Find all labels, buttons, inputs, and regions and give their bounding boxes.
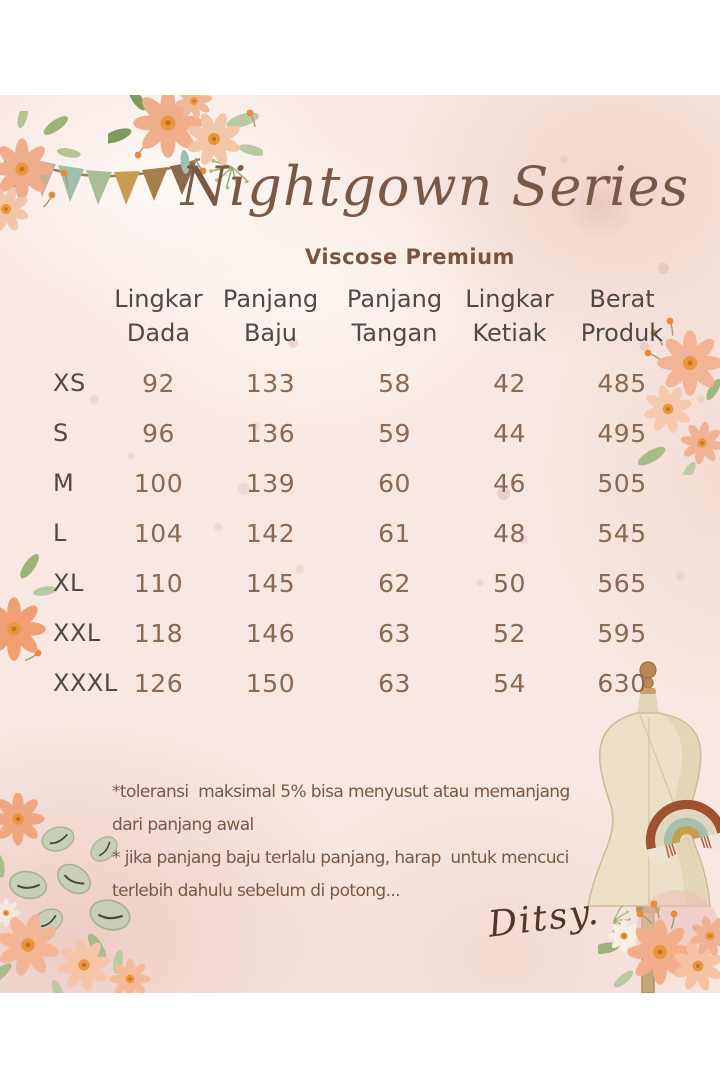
measurement-value: 505: [597, 468, 647, 498]
measurement-value: 60: [378, 468, 411, 498]
column-header: Lingkar Ketiak: [465, 285, 554, 347]
footnotes: *toleransi maksimal 5% bisa menyusut ata…: [112, 776, 570, 908]
size-label: S: [53, 419, 69, 447]
size-row: L 104 142 61 48 545: [40, 508, 680, 558]
measurement-value: 133: [245, 368, 296, 398]
size-row: XXL 118 146 63 52 595: [40, 608, 680, 658]
measurement-value: 630: [597, 668, 647, 698]
measurement-value: 96: [142, 418, 175, 448]
measurement-value: 42: [493, 368, 526, 398]
measurement-value: 145: [245, 568, 296, 598]
measurement-value: 63: [378, 618, 411, 648]
size-row: XL 110 145 62 50 565: [40, 558, 680, 608]
measurement-value: 126: [133, 668, 184, 698]
measurement-value: 44: [493, 418, 526, 448]
measurement-value: 61: [378, 518, 411, 548]
measurement-value: 485: [597, 368, 647, 398]
measurement-value: 142: [245, 518, 296, 548]
size-row: M 100 139 60 46 505: [40, 458, 680, 508]
footnote-line: * jika panjang baju terlalu panjang, har…: [112, 848, 569, 868]
size-row: XXXL 126 150 63 54 630: [40, 658, 680, 708]
measurement-value: 46: [493, 468, 526, 498]
measurement-value: 104: [133, 518, 184, 548]
measurement-value: 54: [493, 668, 526, 698]
page-subtitle: Viscose Premium: [305, 245, 515, 269]
column-header: Berat Produk: [580, 285, 664, 347]
measurement-value: 110: [133, 568, 184, 598]
measurement-value: 595: [597, 618, 647, 648]
size-label: XS: [53, 369, 86, 397]
column-header: Lingkar Dada: [114, 285, 203, 347]
measurement-value: 63: [378, 668, 411, 698]
measurement-value: 92: [142, 368, 175, 398]
measurement-value: 136: [245, 418, 296, 448]
measurement-value: 139: [245, 468, 296, 498]
page-title: Nightgown Series: [180, 155, 690, 218]
measurement-value: 118: [133, 618, 184, 648]
measurement-value: 50: [493, 568, 526, 598]
size-label: L: [53, 519, 67, 547]
footnote-line: dari panjang awal: [112, 815, 254, 835]
footnote-line: terlebih dahulu sebelum di potong...: [112, 881, 401, 901]
measurement-value: 150: [245, 668, 296, 698]
watercolor-page: Nightgown Series Viscose Premium Lingkar…: [0, 95, 720, 993]
footnote-line: *toleransi maksimal 5% bisa menyusut ata…: [112, 782, 570, 802]
measurement-value: 545: [597, 518, 647, 548]
flower-cluster-bottom-right: [598, 890, 720, 993]
flower-cluster-top-left: [0, 111, 82, 240]
measurement-value: 52: [493, 618, 526, 648]
size-label: M: [53, 469, 75, 497]
measurement-value: 48: [493, 518, 526, 548]
size-row: S 96 136 59 44 495: [40, 408, 680, 458]
size-label: XXL: [53, 619, 101, 647]
macrame-rainbow: [645, 799, 720, 867]
measurement-value: 565: [597, 568, 647, 598]
measurement-value: 62: [378, 568, 411, 598]
measurement-value: 100: [133, 468, 184, 498]
size-label: XXXL: [53, 669, 118, 697]
size-label: XL: [53, 569, 84, 597]
size-table: Lingkar Dada Panjang Baju Panjang Tangan Lingk…: [40, 282, 680, 708]
size-table-header-row: Lingkar Dada Panjang Baju Panjang Tangan Lingk…: [40, 282, 680, 358]
measurement-value: 59: [378, 418, 411, 448]
measurement-value: 146: [245, 618, 296, 648]
measurement-value: 58: [378, 368, 411, 398]
measurement-value: 495: [597, 418, 647, 448]
size-row: XS 92 133 58 42 485: [40, 358, 680, 408]
column-header: Panjang Tangan: [346, 285, 443, 347]
column-header: Panjang Baju: [222, 285, 319, 347]
